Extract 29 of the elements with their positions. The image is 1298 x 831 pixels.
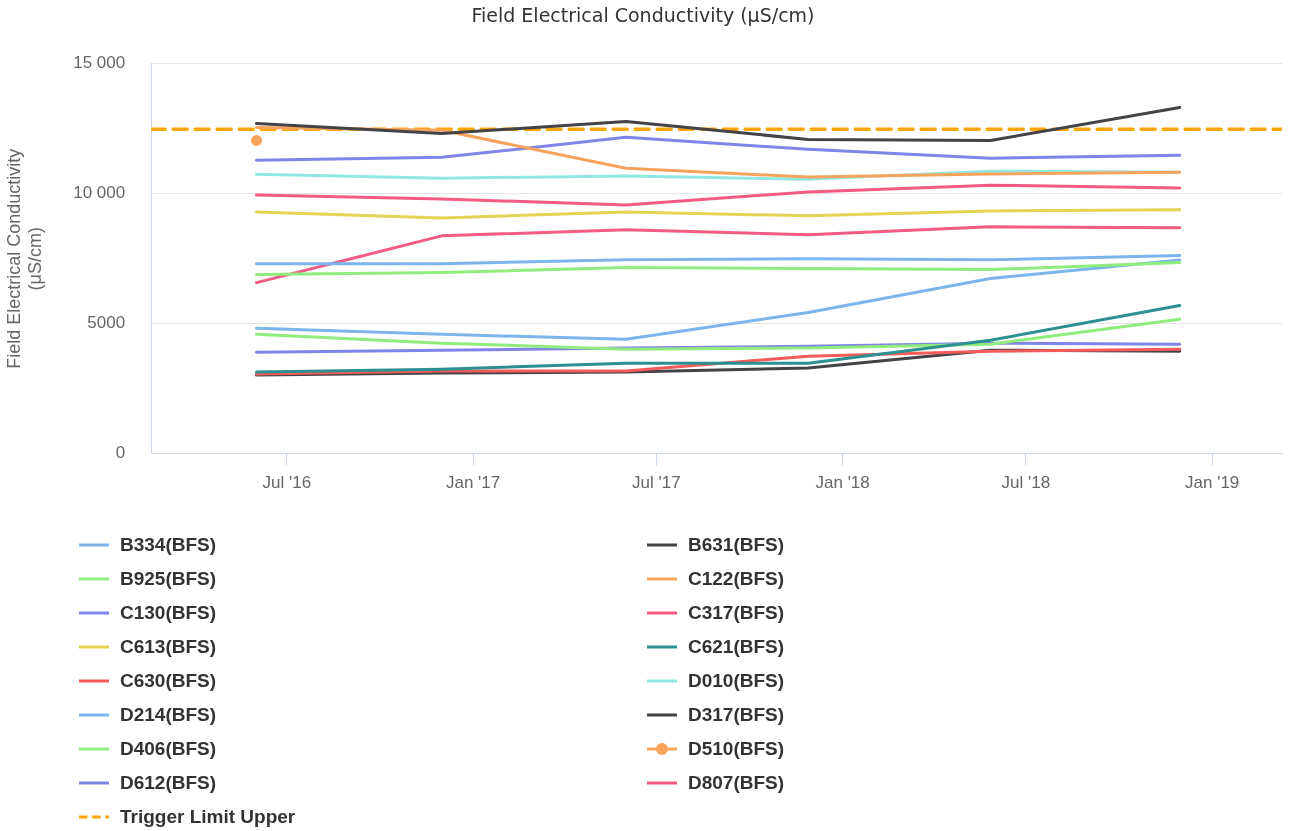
x-tick-label: Jul '18 bbox=[1001, 473, 1051, 493]
legend-label: D807(BFS) bbox=[688, 772, 785, 794]
legend-label: D612(BFS) bbox=[120, 772, 217, 794]
legend-label: B631(BFS) bbox=[688, 534, 785, 556]
legend-label: D214(BFS) bbox=[120, 704, 217, 726]
x-tick-label: Jan '17 bbox=[445, 473, 501, 493]
legend-label: C613(BFS) bbox=[120, 636, 217, 658]
legend-label: D317(BFS) bbox=[688, 704, 785, 726]
legend-label: C317(BFS) bbox=[688, 602, 785, 624]
legend-label: D510(BFS) bbox=[688, 738, 785, 760]
y-axis-title: Field Electrical Conductivity (μS/cm) bbox=[3, 148, 46, 369]
chart-title: Field Electrical Conductivity (μS/cm) bbox=[471, 4, 815, 27]
y-tick-label: 15 000 bbox=[73, 53, 126, 73]
y-tick-label: 10 000 bbox=[73, 183, 126, 203]
y-tick-label: 0 bbox=[115, 443, 126, 463]
legend-label: D010(BFS) bbox=[688, 670, 785, 692]
x-tick-label: Jul '16 bbox=[262, 473, 312, 493]
legend-label: D406(BFS) bbox=[120, 738, 217, 760]
legend-label: B925(BFS) bbox=[120, 568, 217, 590]
legend-label: C130(BFS) bbox=[120, 602, 217, 624]
x-tick-label: Jan '19 bbox=[1185, 473, 1240, 493]
legend-label: C630(BFS) bbox=[120, 670, 217, 692]
x-tick-label: Jul '17 bbox=[632, 473, 681, 493]
x-tick-label: Jan '18 bbox=[815, 473, 870, 493]
legend-label: C122(BFS) bbox=[688, 568, 785, 590]
legend-label: B334(BFS) bbox=[120, 534, 217, 556]
y-tick-label: 5000 bbox=[87, 313, 126, 333]
legend-label: C621(BFS) bbox=[688, 636, 785, 658]
legend-label: Trigger Limit Upper bbox=[120, 806, 296, 828]
